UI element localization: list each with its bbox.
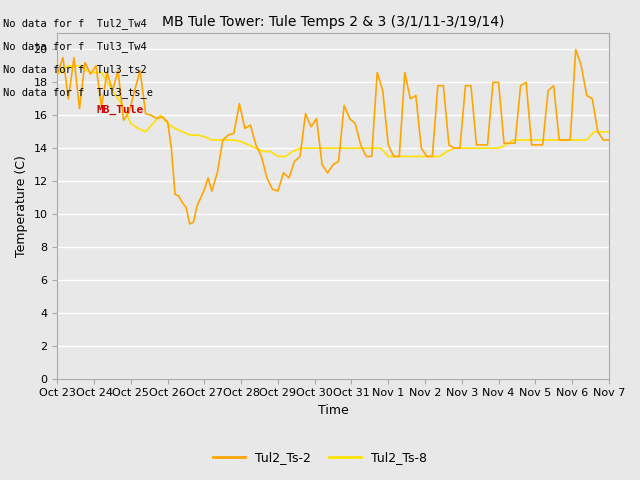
Tul2_Ts-8 [54,71,61,77]
Legend: Tul2_Ts-2, Tul2_Ts-8: Tul2_Ts-2, Tul2_Ts-8 [209,446,431,469]
Tul2_Ts-2 [572,47,580,52]
Line: Tul2_Ts-2: Tul2_Ts-2 [58,49,609,224]
Text: MB_Tule: MB_Tule [96,105,143,115]
Tul2_Ts-2 [605,137,612,143]
Tul2_Ts-2 [131,88,138,94]
Y-axis label: Temperature (C): Temperature (C) [15,155,28,257]
Text: No data for f  Tul3_ts2: No data for f Tul3_ts2 [3,64,147,75]
Tul2_Ts-8 [546,137,554,143]
Text: No data for f  Tul3_Tw4: No data for f Tul3_Tw4 [3,41,147,52]
Tul2_Ts-2 [451,145,458,151]
Tul2_Ts-2 [285,175,293,181]
Line: Tul2_Ts-8: Tul2_Ts-8 [58,66,609,156]
Tul2_Ts-8 [568,137,576,143]
Title: MB Tule Tower: Tule Temps 2 & 3 (3/1/11-3/19/14): MB Tule Tower: Tule Temps 2 & 3 (3/1/11-… [162,15,504,29]
Tul2_Ts-2 [257,154,265,159]
Tul2_Ts-8 [605,129,612,134]
X-axis label: Time: Time [317,404,349,417]
Text: No data for f  Tul2_Tw4: No data for f Tul2_Tw4 [3,18,147,29]
Tul2_Ts-2 [59,55,67,60]
Tul2_Ts-8 [200,134,208,140]
Tul2_Ts-2 [456,145,464,151]
Tul2_Ts-8 [259,149,267,155]
Tul2_Ts-8 [355,145,363,151]
Tul2_Ts-2 [54,71,61,77]
Tul2_Ts-8 [65,63,72,69]
Tul2_Ts-2 [186,221,193,227]
Tul2_Ts-8 [274,154,282,159]
Tul2_Ts-8 [531,137,539,143]
Text: No data for f  Tul3_ts_e: No data for f Tul3_ts_e [3,87,153,98]
